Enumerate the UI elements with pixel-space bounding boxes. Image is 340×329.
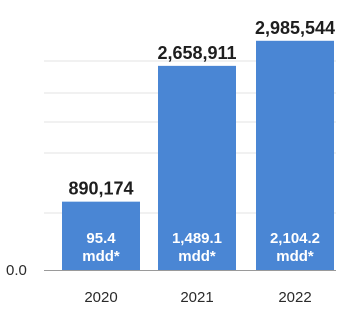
bar-2022 [256,40,334,271]
labels: 890,17495.4mdd*20202,658,9111,489.1mdd*2… [68,18,335,306]
bars [62,40,334,271]
x-tick-label-2020: 2020 [84,289,117,306]
x-tick-label-2021: 2021 [180,289,213,306]
inner-value-label-2021: 1,489.1 [172,230,222,247]
value-label-2021: 2,658,911 [157,43,236,63]
y-tick-label-zero: 0.0 [6,262,27,279]
bar-2021 [158,65,236,270]
value-label-2020: 890,174 [68,179,133,199]
x-tick-label-2022: 2022 [278,289,311,306]
inner-value-label-2022: 2,104.2 [270,230,320,247]
inner-unit-label-2022: mdd* [276,248,314,265]
bar-2020 [62,201,140,270]
inner-unit-label-2021: mdd* [178,248,216,265]
inner-value-label-2020: 95.4 [86,230,116,247]
inner-unit-label-2020: mdd* [82,248,120,265]
value-label-2022: 2,985,544 [255,18,335,38]
